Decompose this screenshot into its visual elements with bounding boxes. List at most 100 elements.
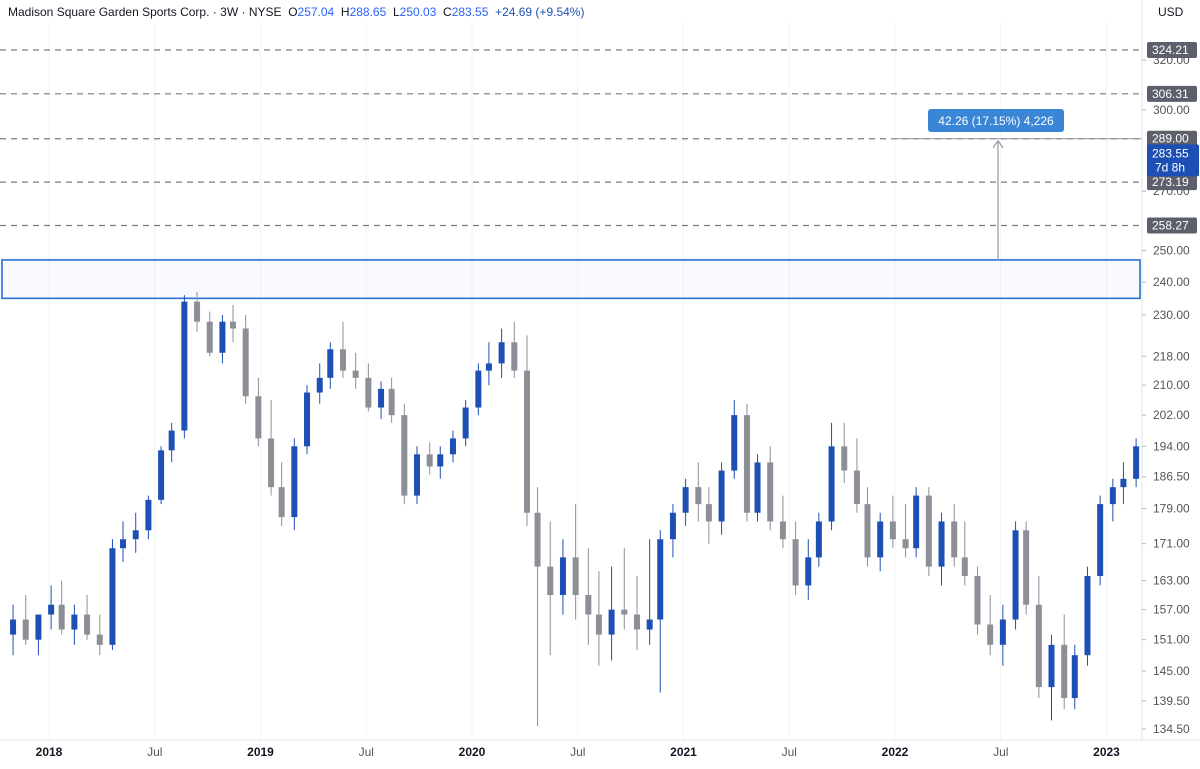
candle — [120, 539, 127, 549]
candle — [181, 301, 188, 431]
price-level-tag-label: 306.31 — [1152, 87, 1189, 101]
candle — [792, 539, 799, 586]
y-tick-label: 179.00 — [1153, 501, 1190, 515]
candle — [621, 609, 628, 615]
x-tick-label: 2023 — [1093, 745, 1120, 759]
candle — [889, 521, 896, 540]
y-tick-label: 300.00 — [1153, 103, 1190, 117]
candle — [805, 557, 812, 586]
change-value: +24.69 (+9.54%) — [495, 5, 585, 19]
y-tick-label: 202.00 — [1153, 408, 1190, 422]
candle — [1023, 530, 1030, 605]
candle — [268, 438, 275, 488]
candle — [633, 614, 640, 630]
candle — [682, 487, 689, 513]
candle — [339, 349, 346, 371]
candle — [657, 539, 664, 620]
x-tick-label: 2019 — [247, 745, 274, 759]
price-level-tag-label: 273.19 — [1152, 175, 1189, 189]
candle — [547, 566, 554, 596]
candle — [168, 430, 175, 451]
candle — [669, 512, 676, 540]
candle — [754, 462, 761, 513]
candle — [278, 487, 285, 518]
candle — [437, 454, 444, 467]
candle — [194, 301, 201, 322]
measure-label: 42.26 (17.15%) 4,226 — [938, 114, 1054, 128]
candle — [475, 370, 482, 408]
candle — [1097, 504, 1104, 576]
y-tick-label: 240.00 — [1153, 275, 1190, 289]
candle — [1120, 478, 1127, 488]
time-axis: 2018Jul2019Jul2020Jul2021Jul2022Jul2023J… — [0, 739, 1200, 764]
candle — [96, 634, 103, 645]
candle — [877, 521, 884, 558]
candle — [974, 575, 981, 625]
x-tick-label: Jul — [570, 745, 585, 759]
last-price-tag — [1147, 144, 1199, 177]
price-levels — [0, 49, 1140, 227]
candle — [572, 557, 579, 596]
y-tick-label: 157.00 — [1153, 603, 1190, 617]
candle — [485, 363, 492, 371]
y-tick-label: 139.50 — [1153, 694, 1190, 708]
candle — [523, 370, 530, 513]
candle — [132, 530, 139, 540]
candle — [1109, 487, 1116, 505]
price-level-tag-label: 289.00 — [1152, 132, 1189, 146]
candle — [388, 388, 395, 416]
candle — [498, 342, 505, 364]
price-level-tag-label: 258.27 — [1152, 218, 1189, 232]
candle — [841, 446, 848, 471]
candle — [449, 438, 456, 455]
price-level-tag-label: 324.21 — [1152, 43, 1189, 57]
candle — [48, 604, 55, 615]
candle — [35, 614, 42, 640]
candle — [961, 557, 968, 576]
candle — [999, 619, 1006, 645]
candle — [585, 595, 592, 615]
candle — [511, 342, 518, 371]
candle — [608, 609, 615, 635]
candle — [378, 388, 385, 408]
resistance-zone — [1, 259, 1141, 300]
interval[interactable]: 3W — [220, 5, 239, 19]
candle — [987, 624, 994, 645]
currency-label[interactable]: USD — [1158, 5, 1184, 19]
measure-arrowhead — [992, 139, 1004, 149]
x-tick-label: Jul — [782, 745, 797, 759]
candle — [1071, 655, 1078, 699]
x-tick-label: Jul — [993, 745, 1008, 759]
candle — [255, 396, 262, 439]
candle — [327, 349, 334, 378]
measure-tool: 42.26 (17.15%) 4,226 — [892, 109, 1142, 260]
y-tick-label: 230.00 — [1153, 308, 1190, 322]
candle — [84, 614, 91, 635]
candle — [731, 415, 738, 471]
last-price-label: 283.55 — [1152, 146, 1189, 160]
candle — [145, 499, 152, 531]
candle — [22, 619, 29, 640]
candle — [951, 521, 958, 558]
candle — [365, 377, 372, 408]
x-tick-label: 2020 — [459, 745, 486, 759]
x-tick-label: 2022 — [882, 745, 909, 759]
y-tick-label: 250.00 — [1153, 244, 1190, 258]
open-value: 257.04 — [297, 5, 335, 19]
candle — [1012, 530, 1019, 620]
candle — [316, 377, 323, 393]
candle — [109, 548, 116, 645]
price-level-tag — [1147, 217, 1197, 234]
candle — [695, 487, 702, 505]
candle — [206, 321, 213, 353]
candle — [291, 446, 298, 518]
time-axis-bg — [0, 740, 1200, 764]
y-tick-label: 186.50 — [1153, 470, 1190, 484]
y-tick-label: 134.50 — [1153, 722, 1190, 736]
candle — [938, 521, 945, 567]
price-axis-bg — [1142, 0, 1200, 764]
candle — [718, 470, 725, 522]
candle — [304, 392, 311, 447]
